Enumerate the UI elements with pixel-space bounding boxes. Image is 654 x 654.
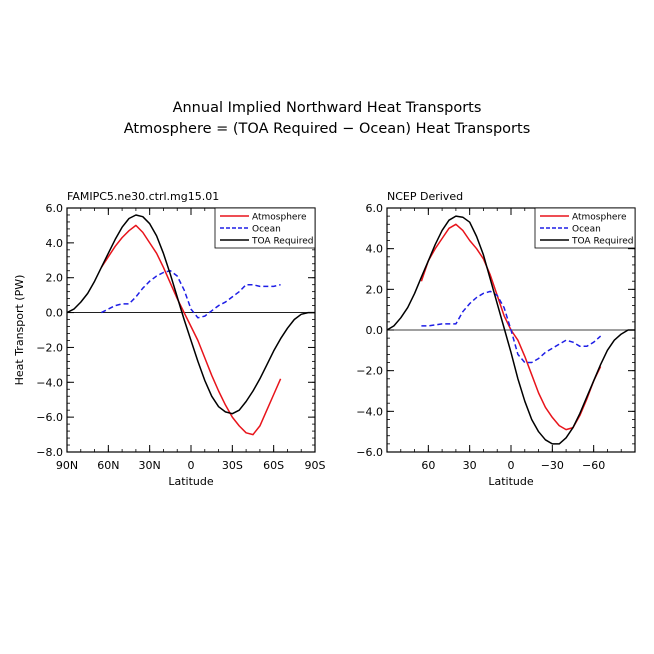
legend-label-atmosphere: Atmosphere [572,213,627,223]
y-tick-label: −2.0 [356,365,383,378]
y-tick-label: 0.0 [46,307,64,320]
y-tick-label: −6.0 [36,411,63,424]
y-tick-label: 6.0 [366,202,384,215]
x-tick-label: 60N [97,459,119,472]
x-axis-label: Latitude [168,475,214,488]
legend-label-toa-required: TOA Required [251,237,314,247]
y-tick-label: −4.0 [356,405,383,418]
legend-label-ocean: Ocean [252,225,281,235]
y-tick-label: −6.0 [356,446,383,459]
y-axis-label: Heat Transport (PW) [13,275,26,386]
x-tick-label: 30S [222,459,243,472]
legend-box [214,207,316,249]
y-tick-label: 6.0 [46,202,64,215]
x-tick-label: 0 [188,459,195,472]
y-tick-label: −8.0 [36,446,63,459]
x-tick-label: 0 [508,459,515,472]
x-tick-label: 30N [139,459,161,472]
y-tick-label: −4.0 [36,376,63,389]
x-tick-label: 60 [421,459,435,472]
x-tick-label: 60S [263,459,284,472]
legend-box [534,207,636,249]
series-line-ocean [421,290,602,364]
y-tick-label: 4.0 [46,237,64,250]
panel-label: FAMIPC5.ne30.ctrl.mg15.01 [67,190,219,203]
legend-label-atmosphere: Atmosphere [252,213,307,223]
legend-label-toa-required: TOA Required [571,237,634,247]
y-tick-label: 4.0 [366,243,384,256]
series-line-ocean [101,269,281,319]
series-line-toa-required [387,215,635,445]
figure-title-line1: Annual Implied Northward Heat Transports [173,100,482,116]
legend-label-ocean: Ocean [572,225,601,235]
panel-left: FAMIPC5.ne30.ctrl.mg15.01 −8.0 −6.0 −4.0 −2.… [13,190,326,488]
y-tick-label: 2.0 [46,272,64,285]
y-tick-label: 0.0 [366,324,384,337]
series-line-atmosphere [100,224,282,436]
x-tick-label: −60 [582,459,605,472]
x-tick-label: −30 [541,459,564,472]
x-axis-label: Latitude [488,475,534,488]
y-tick-label: 2.0 [366,283,384,296]
legend: Atmosphere Ocean TOA Required [214,207,316,249]
figure-title-line2: Atmosphere = (TOA Required − Ocean) Heat… [124,121,531,137]
legend: Atmosphere Ocean TOA Required [534,207,636,249]
x-tick-label: 90N [56,459,78,472]
x-tick-label: 90S [305,459,326,472]
x-tick-label: 30 [463,459,477,472]
y-tick-label: −2.0 [36,341,63,354]
series-line-toa-required [67,214,315,415]
panel-right: NCEP Derived −6.0 −4.0 −2.0 0.0 2.0 4.0 6.0 60 30… [356,190,636,488]
series-line-atmosphere [420,223,602,431]
panel-label: NCEP Derived [387,190,463,203]
